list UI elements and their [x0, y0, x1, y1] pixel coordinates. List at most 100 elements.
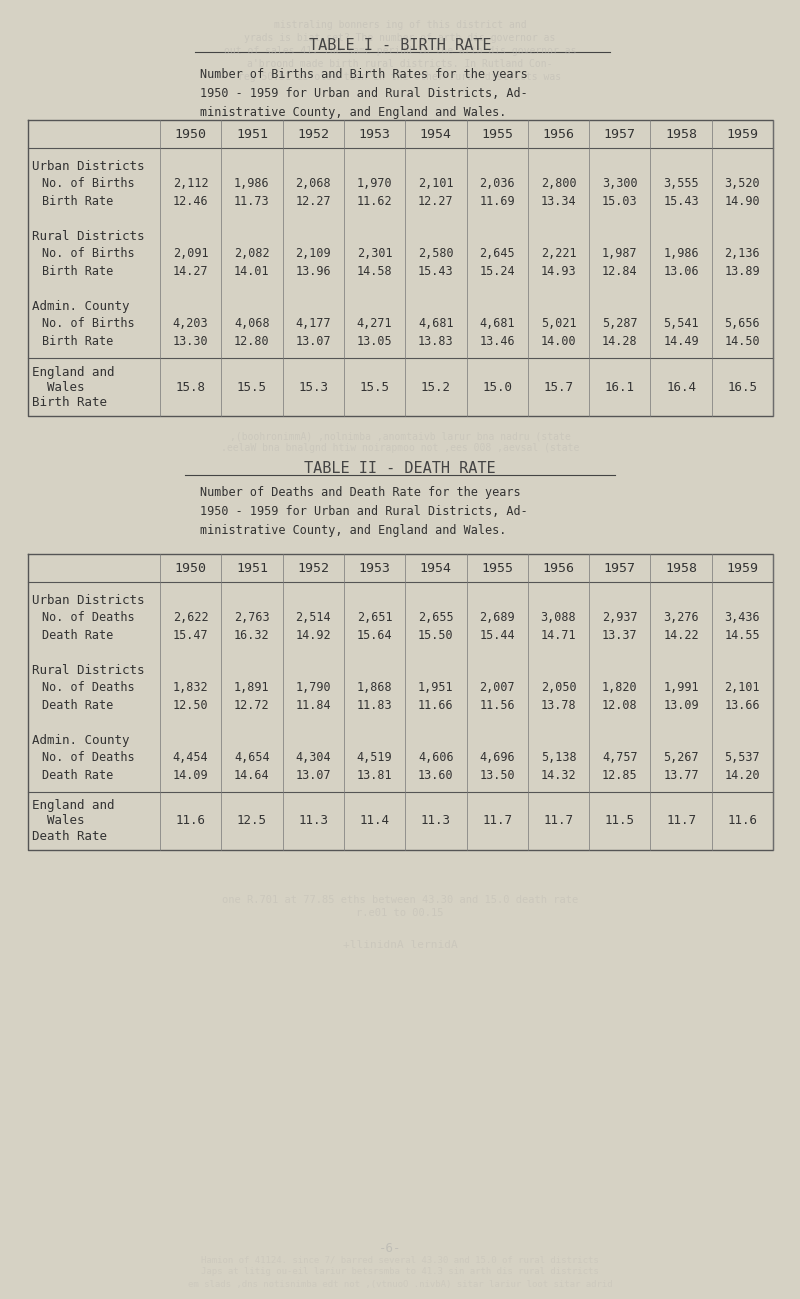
Text: 5,287: 5,287: [602, 317, 638, 330]
Text: 14.93: 14.93: [541, 265, 576, 278]
Text: 1957: 1957: [604, 127, 636, 140]
Text: No. of Births: No. of Births: [42, 177, 134, 190]
Text: 14.28: 14.28: [602, 335, 638, 348]
Text: Birth Rate: Birth Rate: [42, 195, 114, 208]
Text: 2,655: 2,655: [418, 611, 454, 624]
Text: 4,304: 4,304: [295, 751, 331, 764]
Text: 15.8: 15.8: [176, 381, 206, 394]
Text: 15.0: 15.0: [482, 381, 512, 394]
Text: 14.01: 14.01: [234, 265, 270, 278]
Text: 14.58: 14.58: [357, 265, 392, 278]
Text: 15.5: 15.5: [237, 381, 267, 394]
Text: 11.6: 11.6: [727, 814, 758, 827]
Text: 1951: 1951: [236, 127, 268, 140]
Text: 15.50: 15.50: [418, 629, 454, 642]
Text: 4,203: 4,203: [173, 317, 209, 330]
Text: Number of Deaths and Death Rate for the years
1950 - 1959 for Urban and Rural Di: Number of Deaths and Death Rate for the …: [200, 486, 528, 536]
Text: 1958: 1958: [665, 127, 697, 140]
Text: No. of Births: No. of Births: [42, 317, 134, 330]
Text: 5,138: 5,138: [541, 751, 576, 764]
Text: 4,177: 4,177: [295, 317, 331, 330]
Text: 13.07: 13.07: [295, 335, 331, 348]
Text: 12.5: 12.5: [237, 814, 267, 827]
Text: 1956: 1956: [542, 561, 574, 574]
Text: 12.27: 12.27: [418, 195, 454, 208]
Text: Rural Districts: Rural Districts: [32, 664, 145, 677]
Text: 3,436: 3,436: [725, 611, 760, 624]
Text: 15.03: 15.03: [602, 195, 638, 208]
Text: 5,541: 5,541: [663, 317, 699, 330]
Text: 1,986: 1,986: [663, 247, 699, 260]
Text: 1,868: 1,868: [357, 681, 392, 694]
Text: 11.62: 11.62: [357, 195, 392, 208]
Text: reg 50.51 is oles tion in the other rural districts was: reg 50.51 is oles tion in the other rura…: [238, 71, 562, 82]
Text: 1952: 1952: [298, 127, 330, 140]
Text: 3,276: 3,276: [663, 611, 699, 624]
Text: 12.84: 12.84: [602, 265, 638, 278]
Text: 3,300: 3,300: [602, 177, 638, 190]
Text: 2,109: 2,109: [295, 247, 331, 260]
Text: 15.47: 15.47: [173, 629, 209, 642]
Text: Japs at litig ou-eil lariur betsrsmba to 41.3 sin arth dis rural districts: Japs at litig ou-eil lariur betsrsmba to…: [201, 1268, 599, 1277]
Text: 4,519: 4,519: [357, 751, 392, 764]
Text: 1959: 1959: [726, 127, 758, 140]
Text: 3,520: 3,520: [725, 177, 760, 190]
Text: Birth Rate: Birth Rate: [32, 395, 107, 408]
Text: Urban Districts: Urban Districts: [32, 594, 145, 607]
Text: 11.83: 11.83: [357, 699, 392, 712]
Text: 2,136: 2,136: [725, 247, 760, 260]
Text: 1952: 1952: [298, 561, 330, 574]
Text: 2,645: 2,645: [479, 247, 515, 260]
Text: 14.71: 14.71: [541, 629, 576, 642]
Text: 13.60: 13.60: [418, 769, 454, 782]
Text: 2,091: 2,091: [173, 247, 209, 260]
Text: 15.64: 15.64: [357, 629, 392, 642]
Text: 2,622: 2,622: [173, 611, 209, 624]
Text: 2,101: 2,101: [725, 681, 760, 694]
Text: 12.50: 12.50: [173, 699, 209, 712]
Text: 12.46: 12.46: [173, 195, 209, 208]
Text: 2,082: 2,082: [234, 247, 270, 260]
Text: Urban Districts: Urban Districts: [32, 160, 145, 173]
Text: 16.32: 16.32: [234, 629, 270, 642]
Text: 15.7: 15.7: [543, 381, 574, 394]
Text: 3,088: 3,088: [541, 611, 576, 624]
Text: Admin. County: Admin. County: [32, 300, 130, 313]
Text: 11.73: 11.73: [234, 195, 270, 208]
Text: 1953: 1953: [358, 127, 390, 140]
Text: 11.7: 11.7: [482, 814, 512, 827]
Text: 1953: 1953: [358, 561, 390, 574]
Text: Wales: Wales: [32, 814, 85, 827]
Text: Birth Rate: Birth Rate: [42, 335, 114, 348]
Text: 1,832: 1,832: [173, 681, 209, 694]
Text: 5,021: 5,021: [541, 317, 576, 330]
Text: one R.701 at 77.85 eths between 43.30 and 15.0 death rate: one R.701 at 77.85 eths between 43.30 an…: [222, 895, 578, 905]
Text: 11.5: 11.5: [605, 814, 634, 827]
Text: 14.90: 14.90: [725, 195, 760, 208]
Text: No. of Births: No. of Births: [42, 247, 134, 260]
Text: 1957: 1957: [604, 561, 636, 574]
Text: 13.07: 13.07: [295, 769, 331, 782]
Text: 11.6: 11.6: [176, 814, 206, 827]
Text: out of sales 41. the same period In the arth dis governor as: out of sales 41. the same period In the …: [224, 45, 576, 56]
Text: 14.49: 14.49: [663, 335, 699, 348]
Text: 1950: 1950: [174, 561, 206, 574]
Text: Death Rate: Death Rate: [42, 629, 114, 642]
Text: Death Rate: Death Rate: [32, 830, 107, 843]
Text: 1,986: 1,986: [234, 177, 270, 190]
Text: Rural Districts: Rural Districts: [32, 230, 145, 243]
Text: 15.3: 15.3: [298, 381, 328, 394]
Text: 13.06: 13.06: [663, 265, 699, 278]
Text: 14.09: 14.09: [173, 769, 209, 782]
Text: 1955: 1955: [481, 561, 513, 574]
Text: 13.89: 13.89: [725, 265, 760, 278]
Text: 4,681: 4,681: [418, 317, 454, 330]
Text: 2,301: 2,301: [357, 247, 392, 260]
Text: Birth Rate: Birth Rate: [42, 265, 114, 278]
Text: 12.72: 12.72: [234, 699, 270, 712]
Text: 14.27: 14.27: [173, 265, 209, 278]
Text: 13.66: 13.66: [725, 699, 760, 712]
Text: 14.64: 14.64: [234, 769, 270, 782]
Text: 13.50: 13.50: [479, 769, 515, 782]
Text: em slads ,dns notisnimba edt not ,(vtnuoO .nivbA) sitar lariur loot sitar adrid: em slads ,dns notisnimba edt not ,(vtnuo…: [188, 1280, 612, 1289]
